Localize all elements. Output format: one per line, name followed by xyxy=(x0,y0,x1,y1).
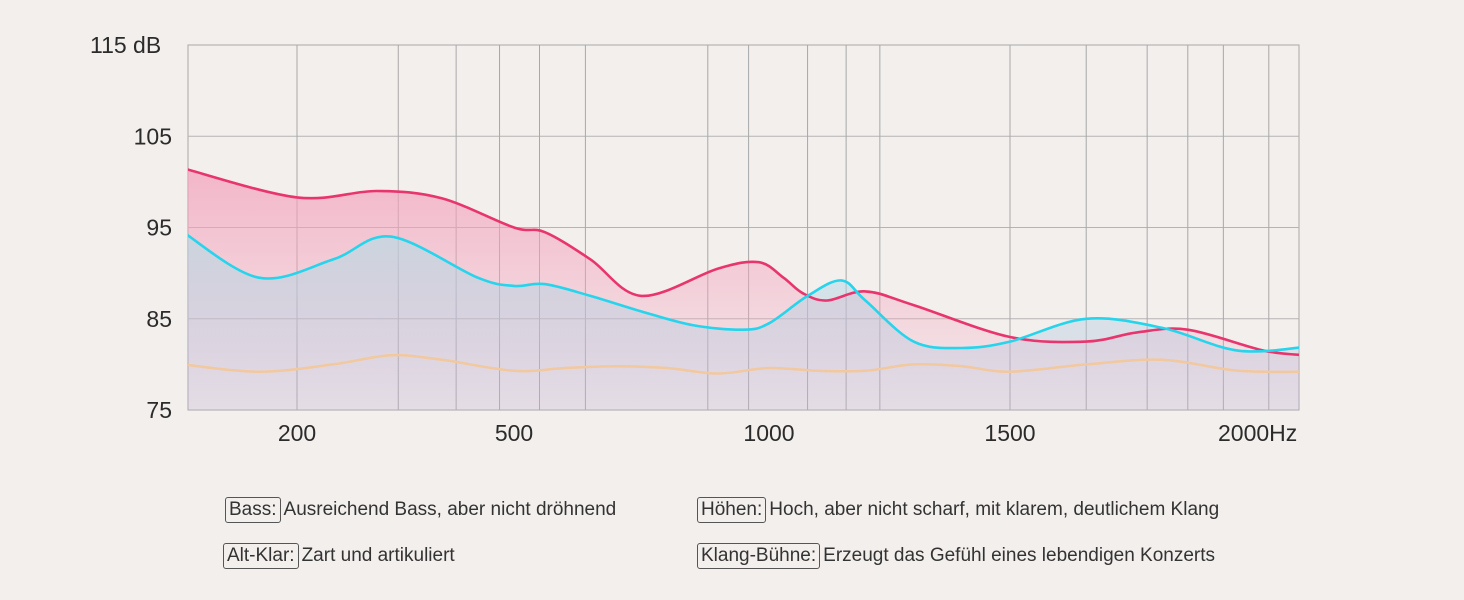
legend-key-alt-klar: Alt-Klar: xyxy=(223,543,299,569)
legend-key-bass: Bass: xyxy=(225,497,281,523)
legend-item-hoehen: Höhen: Hoch, aber nicht scharf, mit klar… xyxy=(697,497,1219,523)
series-0-line xyxy=(188,168,1299,357)
x-tick-label: 1500 xyxy=(984,420,1035,446)
x-tick-label: 2000Hz xyxy=(1218,420,1297,446)
series-1-area xyxy=(188,235,1299,410)
y-tick-label: 105 xyxy=(134,123,172,149)
legend-item-alt-klar: Alt-Klar: Zart und artikuliert xyxy=(223,543,455,569)
x-tick-label: 500 xyxy=(495,420,533,446)
series-2-line xyxy=(188,353,1299,375)
legend-key-hoehen: Höhen: xyxy=(697,497,767,523)
y-tick-label: 85 xyxy=(146,306,172,332)
legend-text-hoehen: Hoch, aber nicht scharf, mit klarem, deu… xyxy=(769,499,1220,520)
y-tick-label: 75 xyxy=(146,397,172,423)
legend-item-klang-buehne: Klang-Bühne: Erzeugt das Gefühl eines le… xyxy=(697,543,1215,569)
series-1-line xyxy=(188,233,1299,353)
y-tick-label: 95 xyxy=(146,215,172,241)
x-tick-label: 1000 xyxy=(743,420,794,446)
x-tick-label: 200 xyxy=(278,420,316,446)
y-tick-label: 115 dB xyxy=(90,32,161,58)
legend-text-klang-buehne: Erzeugt das Gefühl eines lebendigen Konz… xyxy=(823,545,1216,566)
legend-text-alt-klar: Zart und artikuliert xyxy=(301,545,455,566)
legend-key-klang-buehne: Klang-Bühne: xyxy=(697,543,821,569)
legend-item-bass: Bass: Ausreichend Bass, aber nicht dröhn… xyxy=(225,497,616,523)
chart-svg: 115 dB 105 95 85 75 200 500 1000 1500 2000Hz xyxy=(90,32,1300,446)
legend-text-bass: Ausreichend Bass, aber nicht dröhnend xyxy=(283,499,617,520)
frequency-response-chart: 115 dB 105 95 85 75 200 500 1000 1500 2000Hz xyxy=(90,32,1300,446)
